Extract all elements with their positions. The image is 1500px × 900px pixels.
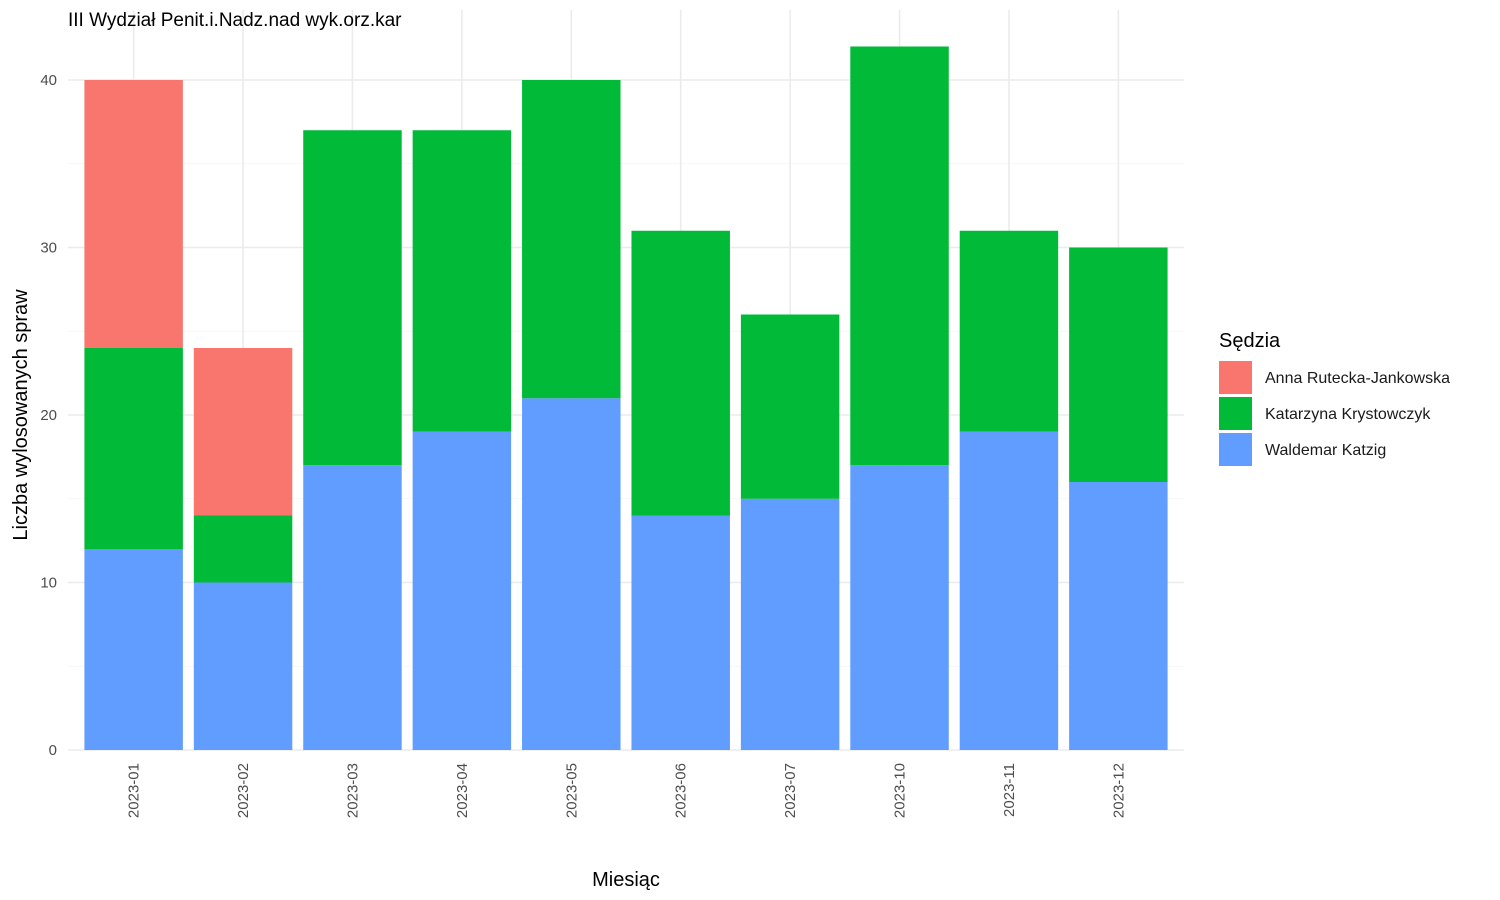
legend-label: Katarzyna Krystowczyk (1265, 406, 1431, 423)
legend-label: Waldemar Katzig (1265, 442, 1386, 459)
bar-segment (740, 314, 840, 499)
x-tick-label: 2023-05 (563, 763, 580, 818)
x-tick-label: 2023-06 (673, 763, 690, 818)
x-tick-label: 2023-10 (892, 763, 909, 818)
y-tick-label: 10 (40, 575, 57, 592)
x-axis-ticks: 2023-01 2023-02 2023-03 2023-04 2023-05 2023-… (126, 763, 1128, 818)
legend-key (1219, 397, 1252, 430)
bar-segment (84, 549, 183, 750)
bar-segment (1069, 247, 1168, 482)
bar-segment (412, 130, 512, 432)
bar-segment (522, 398, 621, 750)
bar-segment (193, 582, 293, 750)
y-axis-title: Liczba wylosowanych spraw (10, 289, 32, 541)
bar-segment (193, 348, 293, 516)
bar-segment (1069, 482, 1168, 750)
bar-segment (850, 46, 949, 466)
legend-title: Sędzia (1219, 330, 1281, 352)
x-tick-label: 2023-04 (454, 763, 471, 818)
bar-segment (412, 431, 512, 750)
x-tick-label: 2023-07 (782, 763, 799, 818)
legend-key (1219, 361, 1252, 394)
bar-segment (84, 348, 183, 549)
chart-title: III Wydział Penit.i.Nadz.nad wyk.orz.kar (68, 10, 402, 31)
x-tick-label: 2023-01 (126, 763, 143, 818)
x-tick-label: 2023-03 (344, 763, 361, 818)
y-tick-label: 20 (40, 407, 57, 424)
bar-segment (959, 431, 1059, 750)
bar-segment (193, 515, 293, 583)
x-axis-title: Miesiąc (592, 869, 660, 891)
legend-key (1219, 433, 1252, 466)
x-tick-label: 2023-02 (235, 763, 252, 818)
bars (84, 46, 1168, 750)
y-axis-ticks: 0 10 20 30 40 (40, 72, 57, 759)
bar-segment (959, 230, 1059, 432)
legend-label: Anna Rutecka-Jankowska (1265, 370, 1450, 387)
x-tick-label: 2023-11 (1001, 763, 1018, 817)
bar-segment (84, 80, 183, 348)
bar-segment (740, 498, 840, 750)
y-tick-label: 40 (40, 72, 57, 89)
bar-segment (850, 465, 949, 750)
bar-segment (303, 465, 402, 750)
legend: Sędzia Anna Rutecka-Jankowska Katarzyna K… (1219, 330, 1450, 466)
bar-segment (303, 130, 402, 466)
x-tick-label: 2023-12 (1110, 763, 1127, 818)
bar-segment (631, 230, 730, 516)
bar-segment (522, 80, 621, 399)
y-tick-label: 30 (40, 240, 57, 257)
bar-segment (631, 515, 730, 750)
y-tick-label: 0 (49, 742, 57, 759)
